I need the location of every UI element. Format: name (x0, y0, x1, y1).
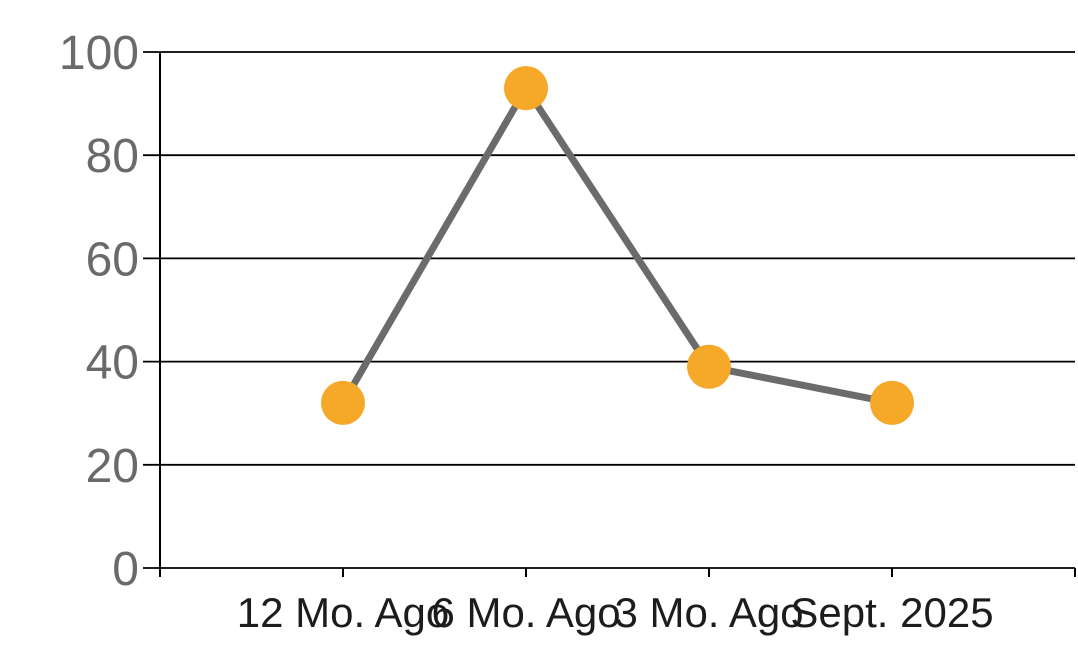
y-axis-label: 100 (59, 27, 139, 80)
data-point-marker (504, 66, 548, 111)
data-point-marker (687, 344, 731, 389)
series-line (339, 81, 893, 407)
y-axis-label: 0 (112, 543, 139, 596)
x-axis-label: Sept. 2025 (790, 589, 993, 636)
y-axis-label: 80 (86, 130, 139, 183)
data-point-marker (321, 380, 365, 425)
x-axis-label: 6 Mo. Ago (431, 589, 620, 636)
y-axis-label: 60 (86, 233, 139, 286)
x-axis-label: 12 Mo. Ago (237, 589, 449, 636)
data-point-marker (870, 380, 914, 425)
y-axis-label: 40 (86, 337, 139, 390)
y-axis-label: 20 (86, 440, 139, 493)
x-axis-label: 3 Mo. Ago (614, 589, 803, 636)
